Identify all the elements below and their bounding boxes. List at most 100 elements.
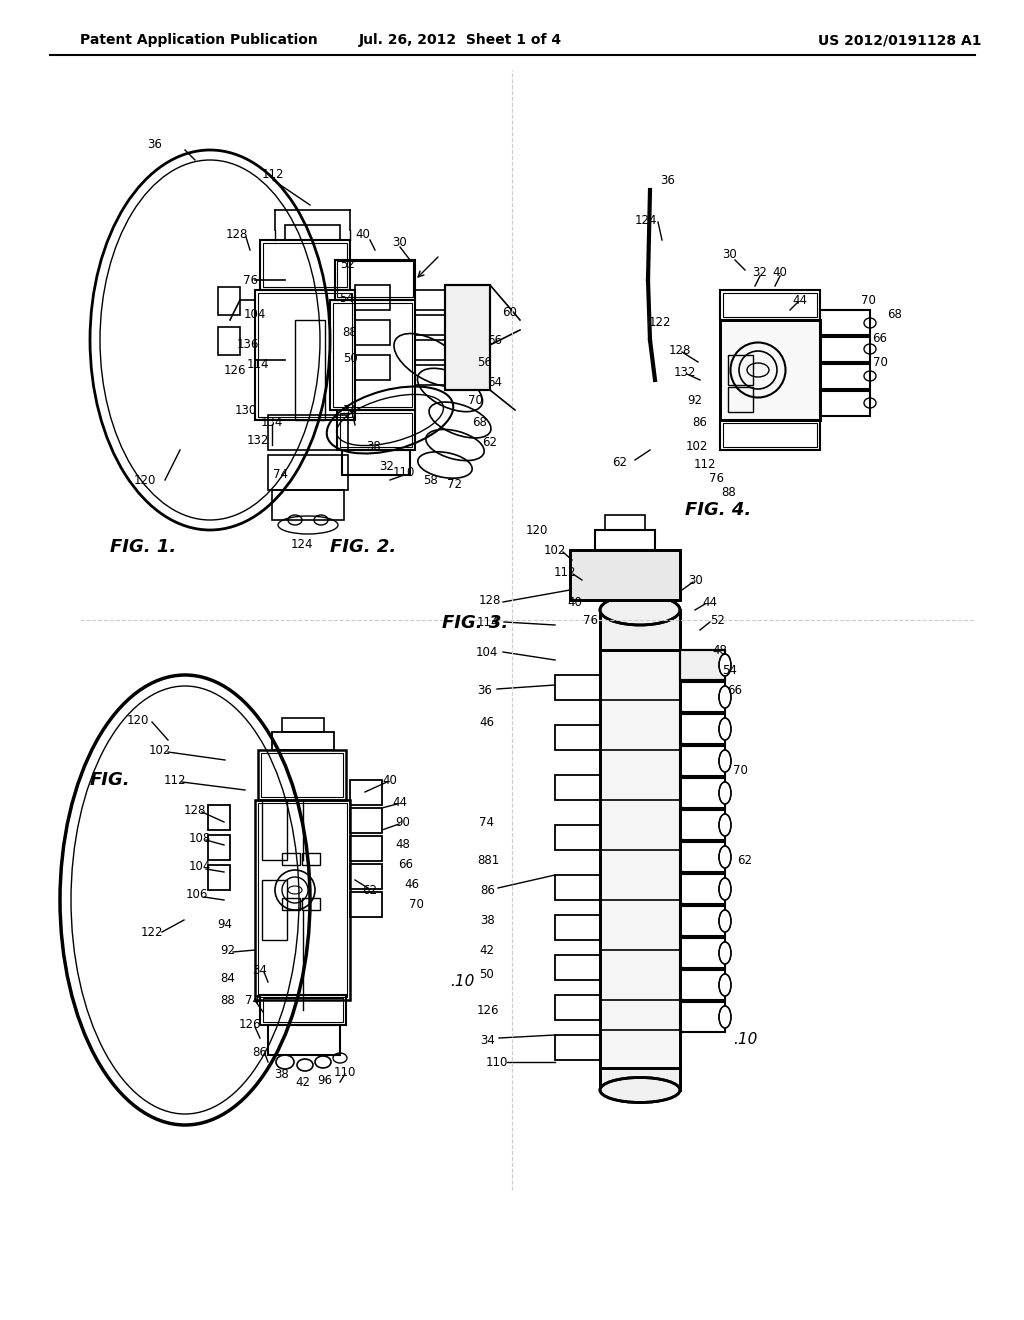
Bar <box>218 286 240 315</box>
Text: 76: 76 <box>710 471 725 484</box>
Text: 122: 122 <box>649 315 672 329</box>
Ellipse shape <box>719 686 731 708</box>
Text: 74: 74 <box>479 816 495 829</box>
Bar <box>570 550 680 601</box>
Bar <box>555 675 600 700</box>
Text: 104: 104 <box>188 861 211 874</box>
Bar <box>570 550 680 601</box>
Text: 110: 110 <box>485 1056 508 1068</box>
Ellipse shape <box>719 909 731 932</box>
Bar <box>680 649 725 680</box>
Bar <box>350 808 382 833</box>
Bar <box>728 387 753 412</box>
Bar <box>555 875 600 900</box>
Text: 70: 70 <box>409 899 424 912</box>
Text: 102: 102 <box>686 440 709 453</box>
Text: 36: 36 <box>477 684 493 697</box>
Bar <box>330 300 415 411</box>
Bar <box>255 800 350 1001</box>
Text: 132: 132 <box>247 433 269 446</box>
Ellipse shape <box>719 846 731 869</box>
Text: 881: 881 <box>477 854 499 866</box>
Bar <box>415 290 445 310</box>
Text: 38: 38 <box>367 441 381 454</box>
Text: .10: .10 <box>733 1032 757 1048</box>
Text: 68: 68 <box>472 416 487 429</box>
Text: 46: 46 <box>479 715 495 729</box>
Text: FIG. 1.: FIG. 1. <box>110 539 176 556</box>
Text: 122: 122 <box>140 927 163 940</box>
Text: 58: 58 <box>423 474 437 487</box>
Text: 70: 70 <box>732 763 748 776</box>
Text: 54: 54 <box>723 664 737 676</box>
Bar <box>555 1035 600 1060</box>
Text: .10: .10 <box>450 974 474 990</box>
Text: 92: 92 <box>687 393 702 407</box>
Bar <box>272 733 334 750</box>
Bar <box>600 649 680 1071</box>
Text: 66: 66 <box>727 684 742 697</box>
Bar <box>282 898 300 909</box>
Text: 112: 112 <box>164 774 186 787</box>
Bar <box>262 800 287 861</box>
Ellipse shape <box>719 718 731 741</box>
Bar <box>723 422 817 447</box>
Bar <box>680 714 725 744</box>
Bar <box>600 1068 680 1090</box>
Text: 42: 42 <box>479 944 495 957</box>
Text: 132: 132 <box>674 366 696 379</box>
Bar <box>263 998 343 1022</box>
Bar <box>208 805 230 830</box>
Ellipse shape <box>719 653 731 676</box>
Text: 94: 94 <box>217 919 232 932</box>
Bar <box>820 391 870 416</box>
Bar <box>555 995 600 1020</box>
Text: 32: 32 <box>753 265 767 279</box>
Bar <box>600 1068 680 1090</box>
Text: 30: 30 <box>688 573 703 586</box>
Text: 72: 72 <box>447 479 463 491</box>
Bar <box>268 1026 340 1055</box>
Bar <box>258 293 352 417</box>
Text: 112: 112 <box>262 169 285 181</box>
Text: 88: 88 <box>343 326 357 338</box>
Text: 104: 104 <box>476 645 499 659</box>
Text: 90: 90 <box>395 816 411 829</box>
Bar <box>820 364 870 389</box>
Text: 34: 34 <box>480 1034 496 1047</box>
Text: Jul. 26, 2012  Sheet 1 of 4: Jul. 26, 2012 Sheet 1 of 4 <box>358 33 561 48</box>
Text: FIG. 2.: FIG. 2. <box>330 539 396 556</box>
Text: FIG. 3.: FIG. 3. <box>442 614 508 632</box>
Text: US 2012/0191128 A1: US 2012/0191128 A1 <box>818 33 982 48</box>
Text: 102: 102 <box>544 544 566 557</box>
Text: 30: 30 <box>723 248 737 261</box>
Text: 86: 86 <box>480 883 496 896</box>
Text: 40: 40 <box>355 228 371 242</box>
Text: 76: 76 <box>583 614 597 627</box>
Text: 74: 74 <box>272 469 288 482</box>
Bar <box>350 865 382 888</box>
Bar <box>728 355 753 385</box>
Bar <box>285 224 340 240</box>
Text: 126: 126 <box>224 363 246 376</box>
Text: 110: 110 <box>393 466 415 479</box>
Text: 36: 36 <box>660 173 676 186</box>
Text: 128: 128 <box>184 804 206 817</box>
Bar <box>720 319 820 420</box>
Text: 66: 66 <box>398 858 414 870</box>
Bar <box>268 455 348 490</box>
Text: 64: 64 <box>487 375 503 388</box>
Ellipse shape <box>719 942 731 964</box>
Bar <box>337 261 413 297</box>
Ellipse shape <box>719 781 731 804</box>
Text: 66: 66 <box>487 334 503 346</box>
Text: 36: 36 <box>147 139 163 152</box>
Bar <box>720 290 820 319</box>
Ellipse shape <box>719 1006 731 1028</box>
Bar <box>272 490 344 520</box>
Bar <box>335 260 415 300</box>
Ellipse shape <box>719 750 731 772</box>
Bar <box>555 775 600 800</box>
Text: 50: 50 <box>479 969 495 982</box>
Text: 40: 40 <box>567 595 583 609</box>
